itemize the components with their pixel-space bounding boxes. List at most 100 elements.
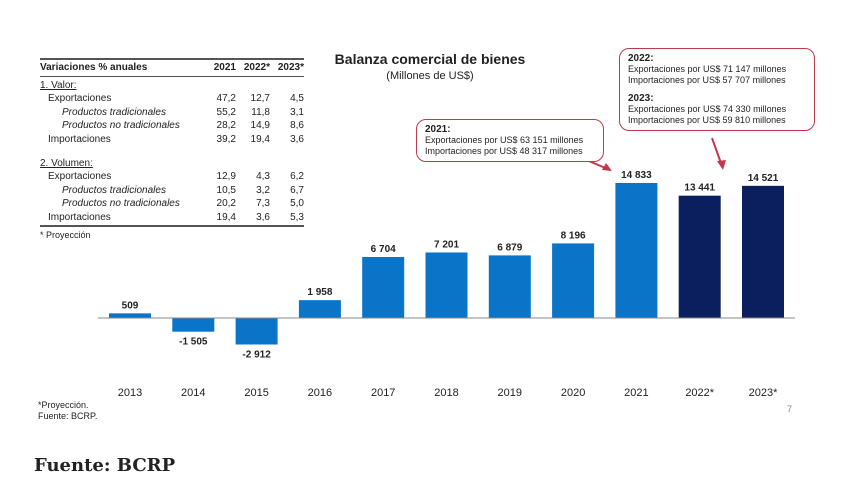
table-row: Importaciones 39,2 19,4 3,6	[40, 133, 304, 147]
row-value: 8,6	[290, 120, 304, 132]
value-label: 13 441	[684, 183, 715, 194]
row-value: 3,6	[290, 133, 304, 145]
row-label: Productos tradicionales	[62, 184, 166, 196]
category-label: 2021	[624, 387, 648, 399]
callout-line: Exportaciones por US$ 74 330 millones	[628, 104, 787, 114]
bar-2014	[172, 318, 215, 332]
callout-year: 2022:	[628, 53, 654, 64]
arrowhead-2021	[602, 163, 612, 171]
category-label: 2022*	[685, 387, 714, 399]
bar-2021	[615, 183, 658, 318]
row-value: 12,9	[216, 171, 236, 183]
row-value: 5,0	[290, 198, 304, 210]
table-row: Productos tradicionales 55,2 11,8 3,1	[40, 106, 304, 120]
table-note: * Proyección	[40, 229, 91, 240]
chart-title: Balanza comercial de bienes	[335, 51, 526, 67]
row-value: 14,9	[250, 120, 270, 132]
callout-year: 2023:	[628, 93, 654, 104]
value-label: 6 704	[371, 244, 396, 255]
value-label: 1 958	[307, 287, 332, 298]
row-value: 3,6	[256, 211, 270, 223]
row-value: 6,7	[290, 184, 304, 196]
callout-line: Importaciones por US$ 59 810 millones	[628, 115, 786, 125]
row-value: 11,8	[251, 106, 270, 118]
bar-2018	[425, 252, 468, 318]
value-label: 6 879	[497, 242, 522, 253]
row-label: Productos tradicionales	[62, 106, 166, 118]
bar-2023*	[742, 185, 784, 318]
table-row: Productos no tradicionales 28,2 14,9 8,6	[40, 119, 304, 133]
row-value: 19,4	[250, 133, 270, 145]
value-label: 14 521	[748, 173, 779, 184]
bar-2013	[109, 313, 151, 318]
chart-subtitle: (Millones de US$)	[386, 70, 473, 82]
row-label: Importaciones	[48, 133, 111, 145]
row-value: 7,3	[256, 198, 270, 210]
table-header: Variaciones % anuales 2021 2022* 2023*	[40, 58, 304, 77]
category-label: 2017	[371, 387, 395, 399]
category-label: 2015	[244, 387, 268, 399]
category-label: 2016	[308, 387, 332, 399]
bar-2019	[488, 255, 531, 318]
row-value: 3,1	[290, 106, 304, 118]
source-caption: Fuente: BCRP	[34, 455, 176, 476]
section-title: 1. Valor:	[40, 79, 77, 91]
row-value: 12,7	[250, 93, 270, 105]
row-value: 39,2	[216, 133, 236, 145]
arrowhead-2023	[717, 160, 726, 170]
callout-2022-2023: 2022: Exportaciones por US$ 71 147 millo…	[619, 48, 815, 131]
bar-2020	[552, 243, 595, 318]
row-value: 28,2	[216, 120, 236, 132]
table-row: Exportaciones 47,2 12,7 4,5	[40, 92, 304, 106]
table-row: Exportaciones 12,9 4,3 6,2	[40, 170, 304, 184]
bar-2016	[298, 300, 341, 318]
section-title: 2. Volumen:	[40, 157, 93, 169]
value-label: 509	[122, 300, 139, 311]
bar-2022*	[678, 195, 721, 318]
table-row: Productos no tradicionales 20,2 7,3 5,0	[40, 197, 304, 211]
bar-2017	[362, 256, 405, 318]
callout-line: Importaciones por US$ 48 317 millones	[425, 146, 583, 156]
callout-year: 2021:	[425, 124, 451, 135]
row-value: 4,3	[256, 171, 270, 183]
value-label: 14 833	[621, 170, 652, 181]
row-value: 47,2	[216, 93, 236, 105]
row-value: 6,2	[290, 171, 304, 183]
header-cell: 2023*	[277, 62, 304, 73]
footnote-projection: *Proyección.	[38, 400, 89, 410]
category-label: 2013	[118, 387, 142, 399]
callout-line: Exportaciones por US$ 71 147 millones	[628, 64, 787, 74]
value-label: -1 505	[179, 337, 208, 348]
table-row: Importaciones 19,4 3,6 5,3	[40, 211, 304, 227]
row-label: Exportaciones	[48, 171, 112, 183]
row-value: 5,3	[290, 211, 304, 223]
page-number: 7	[787, 404, 793, 414]
row-value: 20,2	[216, 198, 236, 210]
row-value: 10,5	[216, 184, 236, 196]
callout-2021: 2021: Exportaciones por US$ 63 151 millo…	[416, 119, 604, 162]
category-label: 2020	[561, 387, 585, 399]
callout-line: Importaciones por US$ 57 707 millones	[628, 75, 786, 85]
header-cell: 2021	[213, 62, 236, 73]
row-label: Productos no tradicionales	[62, 198, 180, 210]
category-label: 2018	[434, 387, 458, 399]
bar-2015	[235, 318, 278, 345]
footnote-source: Fuente: BCRP.	[38, 411, 98, 421]
category-label: 2014	[181, 387, 205, 399]
variations-table: Variaciones % anuales 2021 2022* 2023* 1. Va…	[40, 58, 304, 242]
footnote: *Proyección. Fuente: BCRP.	[38, 400, 97, 422]
row-value: 55,2	[216, 106, 236, 118]
category-label: 2023*	[749, 387, 778, 399]
header-cell: 2022*	[243, 62, 270, 73]
table-row: Productos tradicionales 10,5 3,2 6,7	[40, 184, 304, 198]
value-label: 8 196	[561, 230, 586, 241]
value-label: 7 201	[434, 239, 459, 250]
row-label: Importaciones	[48, 211, 111, 223]
value-label: -2 912	[242, 350, 271, 361]
row-label: Productos no tradicionales	[62, 120, 180, 132]
row-label: Exportaciones	[48, 93, 112, 105]
row-value: 3,2	[256, 184, 270, 196]
category-label: 2019	[498, 387, 522, 399]
